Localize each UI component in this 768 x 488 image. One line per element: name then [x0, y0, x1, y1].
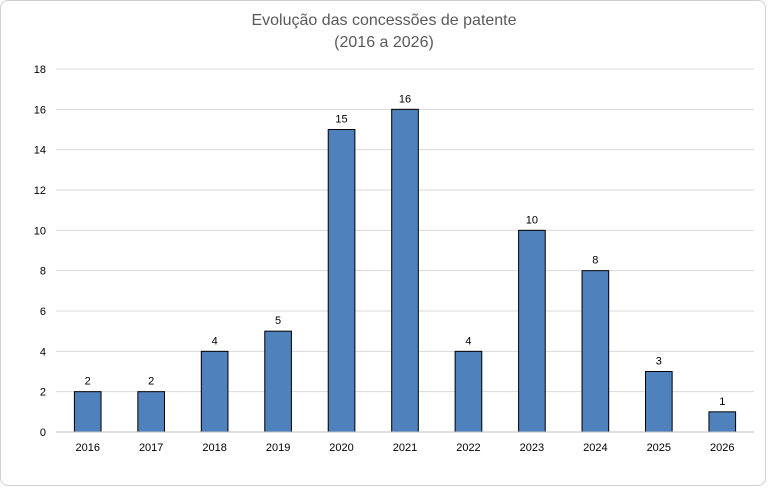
- data-label-2016: 2: [85, 376, 91, 388]
- bar-2025: [644, 371, 673, 433]
- x-tick-label-2019: 2019: [266, 442, 290, 454]
- x-tick-label-2016: 2016: [75, 442, 99, 454]
- x-tick-label-2021: 2021: [393, 442, 417, 454]
- data-label-2022: 4: [465, 335, 471, 347]
- x-tick-label-2023: 2023: [520, 442, 544, 454]
- x-tick-label-2017: 2017: [139, 442, 163, 454]
- bar-2016: [73, 391, 102, 433]
- bars: 2 2 4 5 15 16 4 10 8 3 1: [73, 93, 737, 433]
- chart-title: Evolução das concessões de patente (2016…: [0, 10, 768, 54]
- bar-2017: [137, 391, 166, 433]
- data-label-2018: 4: [212, 335, 218, 347]
- data-label-2026: 1: [719, 396, 725, 408]
- y-tick-label-10: 10: [34, 225, 46, 237]
- bar-2020: [327, 129, 356, 433]
- bar-2021: [391, 108, 419, 433]
- y-tick-label-8: 8: [40, 266, 46, 278]
- bar-2019: [264, 330, 292, 433]
- x-tick-label-2020: 2020: [329, 442, 353, 454]
- y-tick-label-18: 18: [34, 64, 46, 76]
- data-label-2023: 10: [526, 214, 538, 226]
- bar-2018: [200, 350, 229, 433]
- y-tick-label-6: 6: [40, 306, 46, 318]
- bar-2022: [454, 350, 483, 433]
- y-tick-label-16: 16: [34, 104, 46, 116]
- x-tick-label-2026: 2026: [710, 442, 734, 454]
- chart-title-line2: (2016 a 2026): [334, 34, 434, 51]
- y-tick-label-2: 2: [40, 387, 46, 399]
- y-tick-label-12: 12: [34, 185, 46, 197]
- data-label-2025: 3: [656, 356, 662, 368]
- y-tick-label-4: 4: [40, 346, 46, 358]
- data-label-2019: 5: [275, 315, 281, 327]
- x-tick-label-2025: 2025: [647, 442, 671, 454]
- y-tick-label-0: 0: [40, 427, 46, 439]
- bar-2023: [518, 229, 546, 433]
- bar-2026: [708, 411, 737, 433]
- x-tick-label-2018: 2018: [202, 442, 226, 454]
- bar-2024: [581, 270, 610, 433]
- y-axis: 0 2 4 6 8 10 12 14 16 18: [34, 64, 46, 439]
- y-tick-label-14: 14: [34, 145, 46, 157]
- data-label-2020: 15: [335, 114, 347, 126]
- data-label-2017: 2: [148, 376, 154, 388]
- chart-title-line1: Evolução das concessões de patente: [251, 12, 517, 29]
- data-label-2024: 8: [592, 255, 598, 267]
- x-axis: 2016 2017 2018 2019 2020 2021 2022 2023 2024 2025…: [56, 431, 754, 454]
- data-label-2021: 16: [399, 93, 411, 105]
- x-tick-label-2024: 2024: [583, 442, 607, 454]
- x-tick-label-2022: 2022: [456, 442, 480, 454]
